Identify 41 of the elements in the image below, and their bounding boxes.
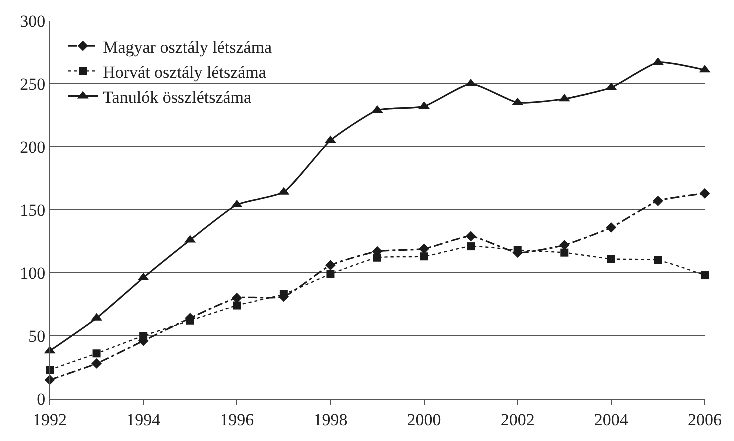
point xyxy=(140,332,148,340)
point xyxy=(420,252,428,261)
point xyxy=(606,222,617,233)
point xyxy=(280,290,288,298)
point xyxy=(92,350,101,358)
point xyxy=(467,242,476,251)
point xyxy=(514,246,522,254)
x-tick-label: 2006 xyxy=(688,410,722,430)
point xyxy=(466,231,476,242)
point xyxy=(700,188,710,199)
y-tick-label: 300 xyxy=(20,12,46,31)
legend-label: Tanulók összlétszáma xyxy=(103,88,252,107)
point xyxy=(419,244,430,254)
y-tick-label: 250 xyxy=(20,74,46,94)
point xyxy=(607,255,616,264)
x-tick-label: 1996 xyxy=(220,410,254,430)
x-tick-label: 2002 xyxy=(500,410,535,430)
legend-label: Magyar osztály létszáma xyxy=(103,38,273,57)
point xyxy=(374,254,382,262)
point xyxy=(559,240,570,250)
legend-label: Horvát osztály létszáma xyxy=(103,62,267,82)
point xyxy=(654,256,662,264)
point xyxy=(232,293,242,304)
y-tick-label: 150 xyxy=(20,200,46,220)
point xyxy=(92,358,102,369)
x-tick-label: 2000 xyxy=(407,410,442,430)
point xyxy=(653,196,664,206)
y-tick-label: 50 xyxy=(28,326,46,346)
x-tick-label: 2004 xyxy=(594,410,629,430)
point xyxy=(186,316,194,325)
x-tick-label: 1992 xyxy=(33,410,67,430)
point xyxy=(326,260,336,271)
point xyxy=(701,272,709,280)
y-tick-label: 0 xyxy=(37,390,46,409)
x-tick-label: 1998 xyxy=(314,410,348,430)
point xyxy=(233,302,242,310)
point xyxy=(326,270,335,278)
y-tick-label: 200 xyxy=(20,138,46,157)
point xyxy=(560,248,569,257)
x-tick-label: 1994 xyxy=(126,410,162,430)
y-tick-label: 100 xyxy=(20,264,46,283)
